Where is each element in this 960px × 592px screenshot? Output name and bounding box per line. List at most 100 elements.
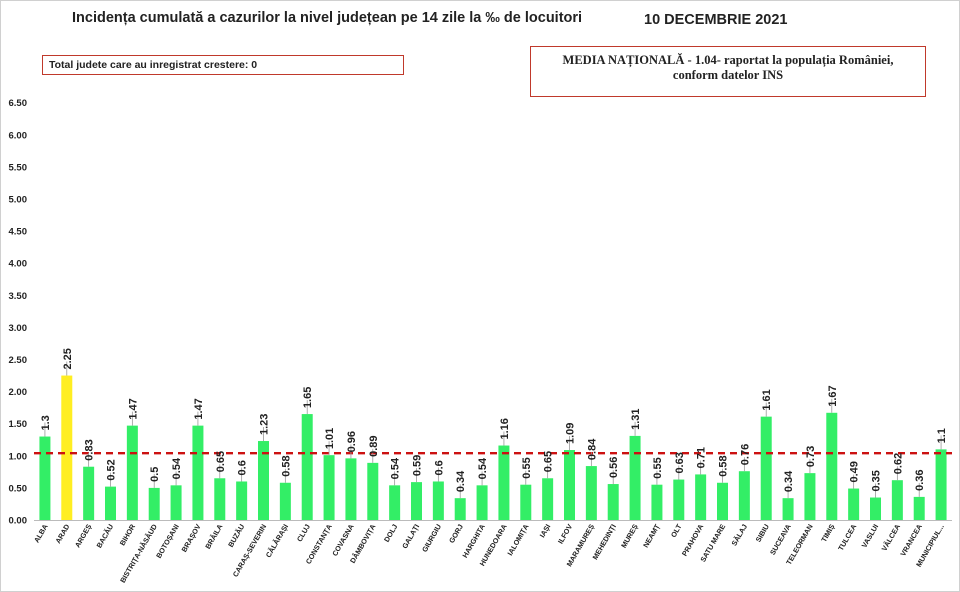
bar <box>717 482 728 520</box>
value-label: 0.49 <box>849 461 861 482</box>
bar <box>520 484 532 520</box>
bar <box>236 481 248 520</box>
value-label: 0.58 <box>718 455 730 476</box>
bar <box>389 485 401 520</box>
value-label: 0.54 <box>477 457 489 479</box>
value-label: 0.34 <box>455 470 467 492</box>
bar <box>105 486 116 520</box>
x-tick-label: TIMIȘ <box>819 522 836 543</box>
x-tick-label: VASLUI <box>860 523 881 550</box>
y-tick-label: 2.50 <box>9 355 28 366</box>
bar <box>61 375 73 520</box>
y-tick-label: 5.00 <box>9 195 28 206</box>
bar <box>848 488 860 520</box>
value-label: 2.25 <box>62 348 74 369</box>
x-tick-label: SĂLAJ <box>730 523 750 548</box>
x-tick-label: VÂLCEA <box>880 523 903 553</box>
value-label: 0.58 <box>280 455 292 476</box>
value-label: 0.65 <box>543 451 555 472</box>
x-tick-label: MUREȘ <box>619 522 640 549</box>
bar <box>542 478 554 520</box>
bar <box>258 441 269 520</box>
y-tick-label: 5.50 <box>9 162 28 173</box>
value-label: 0.65 <box>215 451 227 472</box>
value-label: 0.96 <box>346 431 358 452</box>
y-tick-label: 1.50 <box>9 419 28 430</box>
value-label: 1.65 <box>302 387 314 408</box>
bar <box>323 455 335 520</box>
value-label: 0.6 <box>433 460 445 475</box>
value-label: 1.47 <box>127 398 139 419</box>
bar <box>214 478 226 520</box>
x-tick-label: GORJ <box>447 523 465 545</box>
x-tick-label: NEAMȚ <box>641 522 662 549</box>
value-label: 1.3 <box>40 415 52 430</box>
chart-date: 10 DECEMBRIE 2021 <box>644 12 788 28</box>
y-tick-label: 2.00 <box>9 387 28 398</box>
bar <box>804 473 816 520</box>
bar <box>39 436 51 520</box>
bar <box>192 425 204 520</box>
y-tick-label: 0.00 <box>9 516 28 527</box>
value-label: 1.67 <box>827 385 839 406</box>
bar <box>913 496 925 520</box>
national-average-line1: MEDIA NAȚIONALĂ - 1.04- raportat la popu… <box>562 53 894 67</box>
value-label: 0.76 <box>739 444 751 465</box>
y-tick-label: 0.50 <box>9 483 28 494</box>
x-tick-label: TULCEA <box>836 523 858 553</box>
x-tick-label: ARGEȘ <box>73 522 94 549</box>
bars <box>39 375 947 520</box>
x-tick-label: SIBIU <box>754 523 771 544</box>
bar <box>760 416 772 520</box>
x-tick-label: BRAȘOV <box>179 522 202 553</box>
value-label: 0.34 <box>783 470 795 492</box>
value-label: 0.54 <box>390 457 402 479</box>
national-average-line2: conform datelor INS <box>672 68 784 82</box>
x-tick-label: CLUJ <box>295 523 312 544</box>
bar <box>935 449 947 520</box>
bar <box>301 414 313 520</box>
value-label: 0.55 <box>652 457 664 478</box>
value-label: 1.09 <box>565 423 577 444</box>
value-label: 0.83 <box>84 439 96 460</box>
value-label: 0.89 <box>368 435 380 456</box>
value-label: 0.56 <box>608 457 620 478</box>
bar <box>498 445 510 520</box>
x-tick-label: OLT <box>669 522 684 539</box>
value-label: 0.73 <box>805 446 817 467</box>
value-label: 1.31 <box>630 408 642 429</box>
value-label: 0.84 <box>586 438 598 460</box>
value-label: 0.62 <box>892 453 904 474</box>
value-label: 1.1 <box>936 428 948 443</box>
y-axis: 0.00 0.50 1.00 1.50 2.00 2.50 3.00 3.50 4.00 4.50… <box>9 98 28 526</box>
value-label: 0.36 <box>914 469 926 490</box>
x-tick-label: BIHOR <box>118 522 138 547</box>
bar <box>345 458 357 520</box>
value-label: 0.59 <box>412 455 424 476</box>
x-tick-label: IALOMIȚA <box>505 523 530 558</box>
x-tick-label: GIURGIU <box>420 523 443 554</box>
bar <box>782 498 794 520</box>
x-tick-label: BACĂU <box>94 523 115 550</box>
bar <box>695 474 707 520</box>
x-tick-label: BRĂILA <box>203 523 224 551</box>
value-label: 0.35 <box>871 470 883 491</box>
x-tick-label: ARAD <box>53 523 71 545</box>
x-axis: ALBA ARAD ARGEȘ BACĂU BIHORBISTRIȚA-NĂSĂUDBO… <box>32 520 952 584</box>
bar <box>673 479 685 520</box>
y-tick-label: 6.50 <box>9 98 28 109</box>
value-label: 0.6 <box>237 460 249 475</box>
x-tick-label: ILFOV <box>556 522 574 545</box>
bar <box>476 485 488 520</box>
bar <box>607 484 619 520</box>
bar <box>585 466 597 520</box>
value-label: 0.71 <box>696 447 708 468</box>
bar <box>367 462 379 520</box>
value-label: 1.61 <box>761 389 773 410</box>
value-label: 1.01 <box>324 428 336 449</box>
value-label: 1.16 <box>499 418 511 439</box>
bar <box>454 498 466 520</box>
bar <box>170 485 182 520</box>
y-tick-label: 4.50 <box>9 227 28 238</box>
